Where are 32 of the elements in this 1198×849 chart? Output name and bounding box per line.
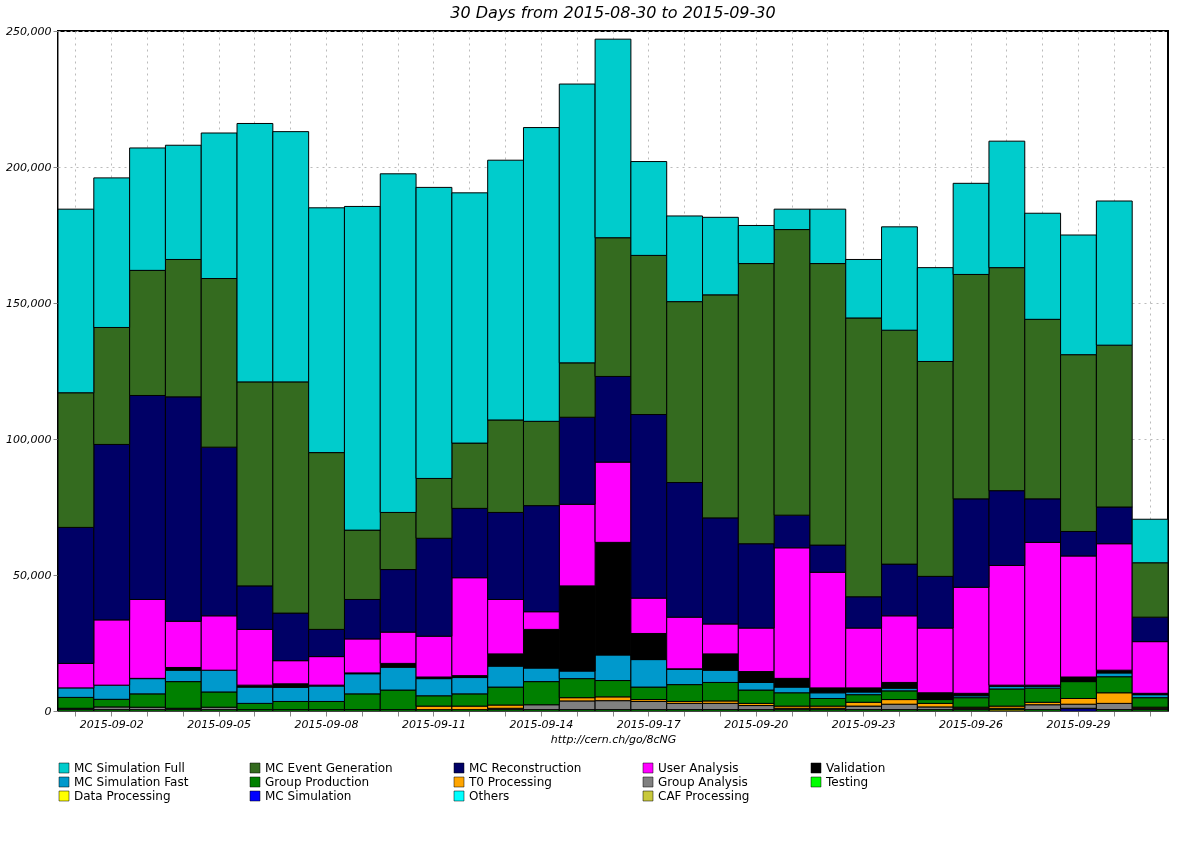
x-tick-label: 2015-09-23 <box>831 717 896 731</box>
y-tick-label: 0 <box>44 704 52 718</box>
x-tick-label: 2015-09-17 <box>616 717 681 731</box>
x-axis-title: http://cern.ch/go/8cNG <box>550 732 677 746</box>
chart-title: 30 Days from 2015-08-30 to 2015-09-30 <box>450 3 776 22</box>
x-tick-label: 2015-09-11 <box>402 717 466 731</box>
legend-label: Testing <box>825 775 869 789</box>
legend-label: Others <box>469 789 510 803</box>
x-tick-label: 2015-09-05 <box>187 717 252 731</box>
legend-label: T0 Processing <box>468 775 552 789</box>
legend-label: MC Simulation Full <box>74 761 185 775</box>
x-tick-label: 2015-09-08 <box>294 717 359 731</box>
legend-label: Group Analysis <box>658 775 748 789</box>
x-tick-label: 2015-09-20 <box>724 717 789 731</box>
legend-label: MC Reconstruction <box>469 761 582 775</box>
legend-label: User Analysis <box>658 761 739 775</box>
legend-label: CAF Processing <box>658 789 750 803</box>
legend-label: MC Simulation <box>265 789 352 803</box>
x-tick-label: 2015-09-29 <box>1046 717 1111 731</box>
y-tick-label: 50,000 <box>13 568 52 582</box>
x-tick-label: 2015-09-26 <box>939 717 1004 731</box>
y-tick-label: 250,000 <box>6 24 52 38</box>
legend-label: MC Simulation Fast <box>74 775 189 789</box>
legend-label: MC Event Generation <box>265 761 393 775</box>
y-tick-label: 150,000 <box>6 296 52 310</box>
y-tick-label: 200,000 <box>6 160 52 174</box>
legend-label: Group Production <box>265 775 370 789</box>
y-tick-label: 100,000 <box>6 432 52 446</box>
x-tick-label: 2015-09-02 <box>79 717 144 731</box>
legend-label: Validation <box>826 761 886 775</box>
legend-label: Data Processing <box>74 789 171 803</box>
x-tick-label: 2015-09-14 <box>509 717 574 731</box>
